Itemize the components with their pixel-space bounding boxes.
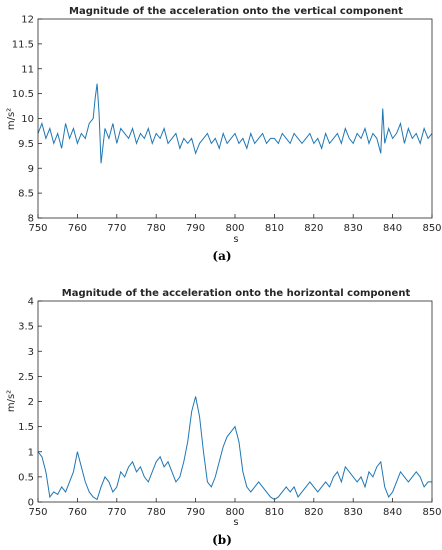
chart-b-y-tick-label: 2.5 — [18, 372, 34, 383]
chart-a-ylabel: m/s² — [6, 108, 17, 130]
chart-b-x-tick-label: 770 — [107, 507, 126, 518]
chart-b-xlabel: s — [233, 517, 238, 528]
chart-a-title: Magnitude of the acceleration onto the v… — [69, 6, 403, 17]
chart-b-y-tick-label: 0 — [28, 498, 34, 509]
chart-b-y-tick-label: 3 — [28, 347, 34, 358]
chart-a-y-ticks: 8 8.5 9 9.5 10 10.5 11 11.5 12 — [12, 15, 42, 225]
chart-b-x-tick-label: 820 — [304, 507, 323, 518]
chart-b-x-tick-label: 750 — [28, 507, 47, 518]
chart-a-x-tick-label: 770 — [107, 223, 126, 234]
chart-a-frame — [37, 18, 433, 219]
chart-a-xlabel: s — [233, 234, 238, 245]
chart-a-y-tick-label: 9.5 — [18, 139, 34, 150]
chart-a-series-line — [37, 83, 433, 164]
chart-a-x-tick-label: 820 — [304, 223, 323, 234]
chart-b-y-tick-label: 4 — [28, 297, 34, 308]
chart-a-x-tick-label: 760 — [68, 223, 87, 234]
chart-a: Magnitude of the acceleration onto the v… — [6, 6, 442, 263]
chart-b-y-tick-label: 2 — [28, 397, 34, 408]
chart-b-y-ticks: 0 0.5 1 1.5 2 2.5 3 3.5 4 — [18, 297, 42, 509]
chart-b-y-tick-label: 1.5 — [18, 422, 34, 433]
chart-b-x-tick-label: 840 — [383, 507, 402, 518]
chart-a-x-tick-label: 840 — [383, 223, 402, 234]
chart-b-x-tick-label: 810 — [265, 507, 284, 518]
chart-a-x-tick-label: 750 — [28, 223, 47, 234]
chart-a-caption: (a) — [212, 249, 231, 263]
chart-b-x-tick-label: 790 — [186, 507, 205, 518]
chart-b-ylabel: m/s² — [6, 390, 17, 412]
chart-b-y-tick-label: 3.5 — [18, 322, 34, 333]
chart-a-y-tick-label: 8 — [28, 214, 34, 225]
chart-b-frame — [37, 300, 433, 503]
chart-a-y-tick-label: 10 — [21, 114, 34, 125]
chart-b: Magnitude of the acceleration onto the h… — [6, 288, 442, 547]
chart-a-y-tick-label: 11.5 — [12, 39, 34, 50]
chart-a-x-tick-label: 830 — [344, 223, 363, 234]
chart-b-y-tick-label: 1 — [28, 447, 34, 458]
chart-a-y-tick-label: 12 — [21, 15, 34, 26]
chart-a-y-tick-label: 9 — [28, 164, 34, 175]
chart-b-x-tick-label: 800 — [225, 507, 244, 518]
chart-b-x-tick-label: 760 — [68, 507, 87, 518]
chart-a-x-tick-label: 810 — [265, 223, 284, 234]
chart-a-y-tick-label: 11 — [21, 64, 34, 75]
chart-a-x-ticks: 750 760 770 780 790 800 810 820 830 840 850 — [28, 214, 442, 234]
chart-a-y-tick-label: 8.5 — [18, 189, 34, 200]
chart-b-y-tick-label: 0.5 — [18, 472, 34, 483]
chart-b-x-tick-label: 850 — [422, 507, 441, 518]
chart-b-series-line — [37, 396, 432, 501]
chart-b-title: Magnitude of the acceleration onto the h… — [62, 288, 411, 299]
chart-b-x-tick-label: 780 — [147, 507, 166, 518]
chart-a-x-tick-label: 790 — [186, 223, 205, 234]
chart-b-x-ticks: 750 760 770 780 790 800 810 820 830 840 850 — [28, 498, 442, 518]
chart-b-x-tick-label: 830 — [344, 507, 363, 518]
chart-a-x-tick-label: 780 — [147, 223, 166, 234]
chart-a-y-tick-label: 10.5 — [12, 89, 34, 100]
chart-b-caption: (b) — [212, 533, 232, 547]
chart-a-x-tick-label: 850 — [422, 223, 441, 234]
chart-a-x-tick-label: 800 — [225, 223, 244, 234]
